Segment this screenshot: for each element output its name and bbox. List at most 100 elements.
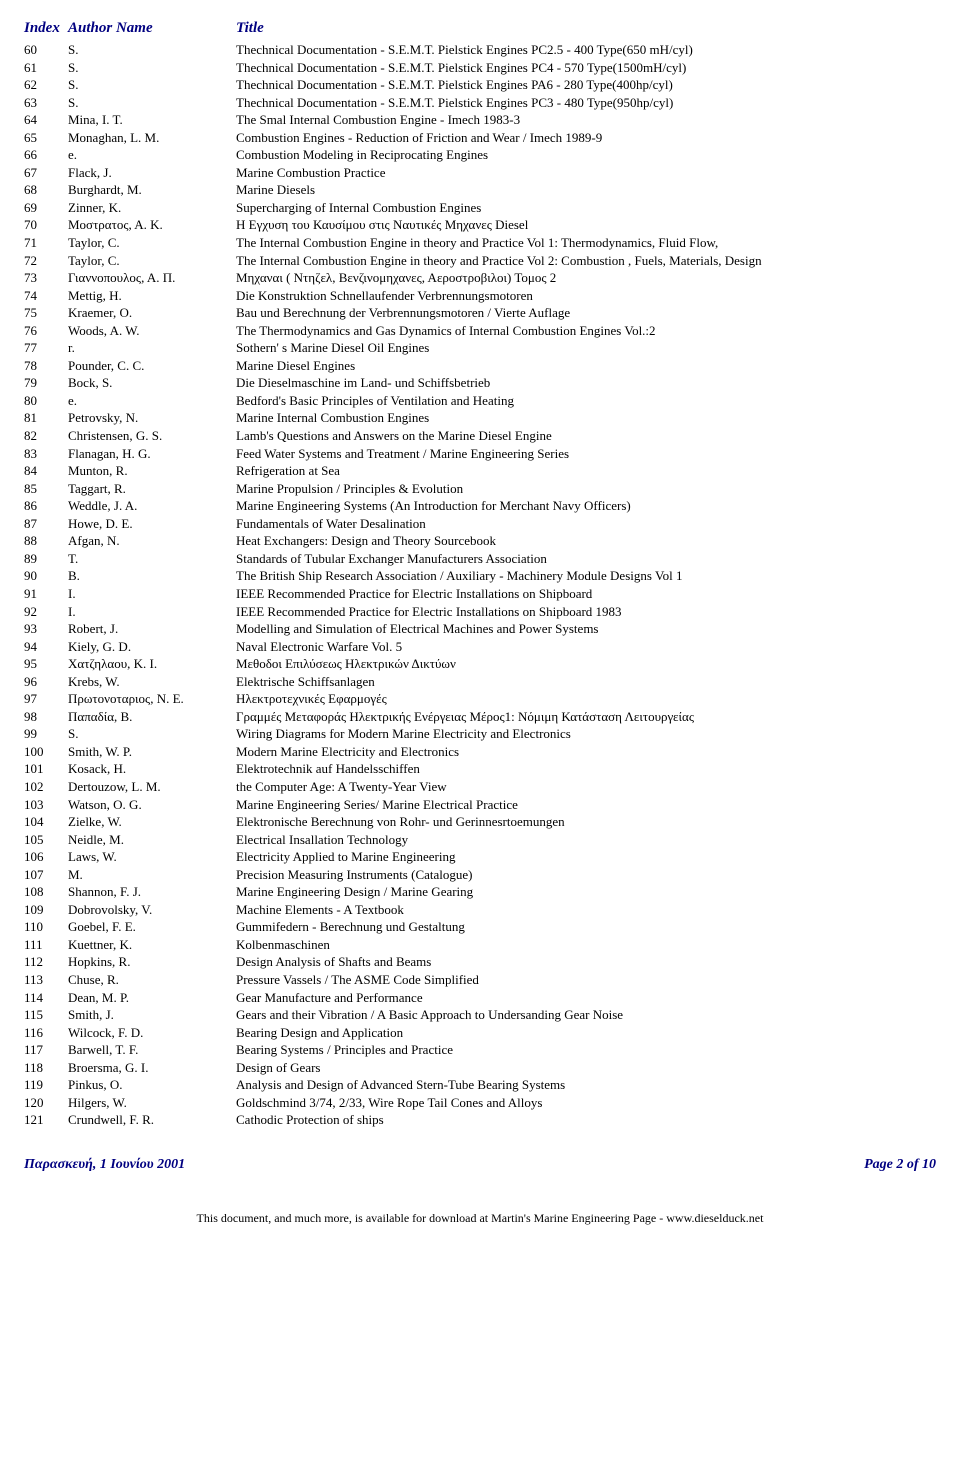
cell-author: Flack, J.: [68, 164, 236, 182]
cell-title: The Smal Internal Combustion Engine - Im…: [236, 111, 936, 129]
table-row: 69Zinner, K.Supercharging of Internal Co…: [24, 199, 936, 217]
table-row: 84Munton, R.Refrigeration at Sea: [24, 462, 936, 480]
cell-author: Zielke, W.: [68, 813, 236, 831]
cell-index: 68: [24, 181, 68, 199]
cell-title: Thechnical Documentation - S.E.M.T. Piel…: [236, 94, 936, 112]
cell-index: 107: [24, 866, 68, 884]
table-row: 63S.Thechnical Documentation - S.E.M.T. …: [24, 94, 936, 112]
bottom-note: This document, and much more, is availab…: [24, 1211, 936, 1226]
cell-index: 91: [24, 585, 68, 603]
footer-page: Page 2 of 10: [864, 1157, 936, 1173]
cell-author: Petrovsky, N.: [68, 409, 236, 427]
cell-index: 90: [24, 567, 68, 585]
cell-author: Barwell, T. F.: [68, 1041, 236, 1059]
table-row: 72Taylor, C.The Internal Combustion Engi…: [24, 252, 936, 270]
cell-index: 117: [24, 1041, 68, 1059]
cell-index: 109: [24, 901, 68, 919]
cell-title: Μεθοδοι Επιλύσεως Ηλεκτρικών Δικτύων: [236, 655, 936, 673]
table-row: 112Hopkins, R.Design Analysis of Shafts …: [24, 953, 936, 971]
cell-index: 60: [24, 41, 68, 59]
cell-index: 114: [24, 989, 68, 1007]
cell-index: 61: [24, 59, 68, 77]
cell-index: 79: [24, 374, 68, 392]
cell-title: Marine Combustion Practice: [236, 164, 936, 182]
cell-title: Analysis and Design of Advanced Stern-Tu…: [236, 1076, 936, 1094]
cell-author: Crundwell, F. R.: [68, 1111, 236, 1129]
cell-author: Γιαννοπουλος, Α. Π.: [68, 269, 236, 287]
cell-author: e.: [68, 146, 236, 164]
table-row: 70Μοστρατος, Α. Κ.Η Εγχυση του Καυσίμου …: [24, 216, 936, 234]
table-row: 120Hilgers, W.Goldschmind 3/74, 2/33, Wi…: [24, 1094, 936, 1112]
cell-title: Refrigeration at Sea: [236, 462, 936, 480]
table-row: 117Barwell, T. F.Bearing Systems / Princ…: [24, 1041, 936, 1059]
cell-author: Bock, S.: [68, 374, 236, 392]
table-row: 100Smith, W. P.Modern Marine Electricity…: [24, 743, 936, 761]
cell-index: 93: [24, 620, 68, 638]
table-row: 78Pounder, C. C.Marine Diesel Engines: [24, 357, 936, 375]
table-row: 98Παπαδία, Β.Γραμμές Μεταφοράς Ηλεκτρική…: [24, 708, 936, 726]
cell-index: 95: [24, 655, 68, 673]
table-row: 108Shannon, F. J.Marine Engineering Desi…: [24, 883, 936, 901]
table-row: 75Kraemer, O.Bau und Berechnung der Verb…: [24, 304, 936, 322]
cell-title: Sothern' s Marine Diesel Oil Engines: [236, 339, 936, 357]
cell-title: Combustion Modeling in Reciprocating Eng…: [236, 146, 936, 164]
cell-title: Goldschmind 3/74, 2/33, Wire Rope Tail C…: [236, 1094, 936, 1112]
cell-title: Elektronische Berechnung von Rohr- und G…: [236, 813, 936, 831]
cell-index: 116: [24, 1024, 68, 1042]
cell-title: The British Ship Research Association / …: [236, 567, 936, 585]
cell-title: Combustion Engines - Reduction of Fricti…: [236, 129, 936, 147]
cell-title: Design Analysis of Shafts and Beams: [236, 953, 936, 971]
cell-index: 77: [24, 339, 68, 357]
cell-index: 65: [24, 129, 68, 147]
table-row: 88Afgan, N.Heat Exchangers: Design and T…: [24, 532, 936, 550]
table-row: 81Petrovsky, N.Marine Internal Combustio…: [24, 409, 936, 427]
cell-title: Bearing Design and Application: [236, 1024, 936, 1042]
cell-title: Modelling and Simulation of Electrical M…: [236, 620, 936, 638]
cell-index: 121: [24, 1111, 68, 1129]
cell-author: e.: [68, 392, 236, 410]
cell-title: the Computer Age: A Twenty-Year View: [236, 778, 936, 796]
cell-index: 71: [24, 234, 68, 252]
cell-title: Bedford's Basic Principles of Ventilatio…: [236, 392, 936, 410]
cell-title: The Internal Combustion Engine in theory…: [236, 234, 936, 252]
cell-index: 102: [24, 778, 68, 796]
table-row: 109Dobrovolsky, V.Machine Elements - A T…: [24, 901, 936, 919]
cell-title: Gears and their Vibration / A Basic Appr…: [236, 1006, 936, 1024]
table-row: 102Dertouzow, L. M.the Computer Age: A T…: [24, 778, 936, 796]
cell-title: Elektrotechnik auf Handelsschiffen: [236, 760, 936, 778]
cell-author: Kraemer, O.: [68, 304, 236, 322]
cell-author: S.: [68, 41, 236, 59]
cell-author: Kosack, H.: [68, 760, 236, 778]
table-row: 62S.Thechnical Documentation - S.E.M.T. …: [24, 76, 936, 94]
cell-index: 64: [24, 111, 68, 129]
cell-index: 118: [24, 1059, 68, 1077]
table-row: 83Flanagan, H. G.Feed Water Systems and …: [24, 445, 936, 463]
cell-title: Bearing Systems / Principles and Practic…: [236, 1041, 936, 1059]
cell-index: 67: [24, 164, 68, 182]
table-row: 99S.Wiring Diagrams for Modern Marine El…: [24, 725, 936, 743]
cell-index: 112: [24, 953, 68, 971]
cell-author: Monaghan, L. M.: [68, 129, 236, 147]
cell-author: Smith, W. P.: [68, 743, 236, 761]
cell-index: 84: [24, 462, 68, 480]
cell-title: Marine Internal Combustion Engines: [236, 409, 936, 427]
table-row: 79Bock, S.Die Dieselmaschine im Land- un…: [24, 374, 936, 392]
cell-title: Lamb's Questions and Answers on the Mari…: [236, 427, 936, 445]
cell-author: I.: [68, 603, 236, 621]
table-row: 101Kosack, H.Elektrotechnik auf Handelss…: [24, 760, 936, 778]
cell-index: 66: [24, 146, 68, 164]
cell-title: Electricity Applied to Marine Engineerin…: [236, 848, 936, 866]
cell-author: S.: [68, 59, 236, 77]
cell-author: S.: [68, 725, 236, 743]
cell-title: Heat Exchangers: Design and Theory Sourc…: [236, 532, 936, 550]
page-footer: Παρασκευή, 1 Ιουνίου 2001 Page 2 of 10: [24, 1157, 936, 1173]
cell-title: Ηλεκτροτεχνικές Εφαρμογές: [236, 690, 936, 708]
cell-author: Watson, O. G.: [68, 796, 236, 814]
cell-title: Marine Engineering Design / Marine Geari…: [236, 883, 936, 901]
cell-title: Die Konstruktion Schnellaufender Verbren…: [236, 287, 936, 305]
cell-index: 80: [24, 392, 68, 410]
cell-index: 86: [24, 497, 68, 515]
cell-author: Christensen, G. S.: [68, 427, 236, 445]
cell-title: Precision Measuring Instruments (Catalog…: [236, 866, 936, 884]
table-row: 91I.IEEE Recommended Practice for Electr…: [24, 585, 936, 603]
